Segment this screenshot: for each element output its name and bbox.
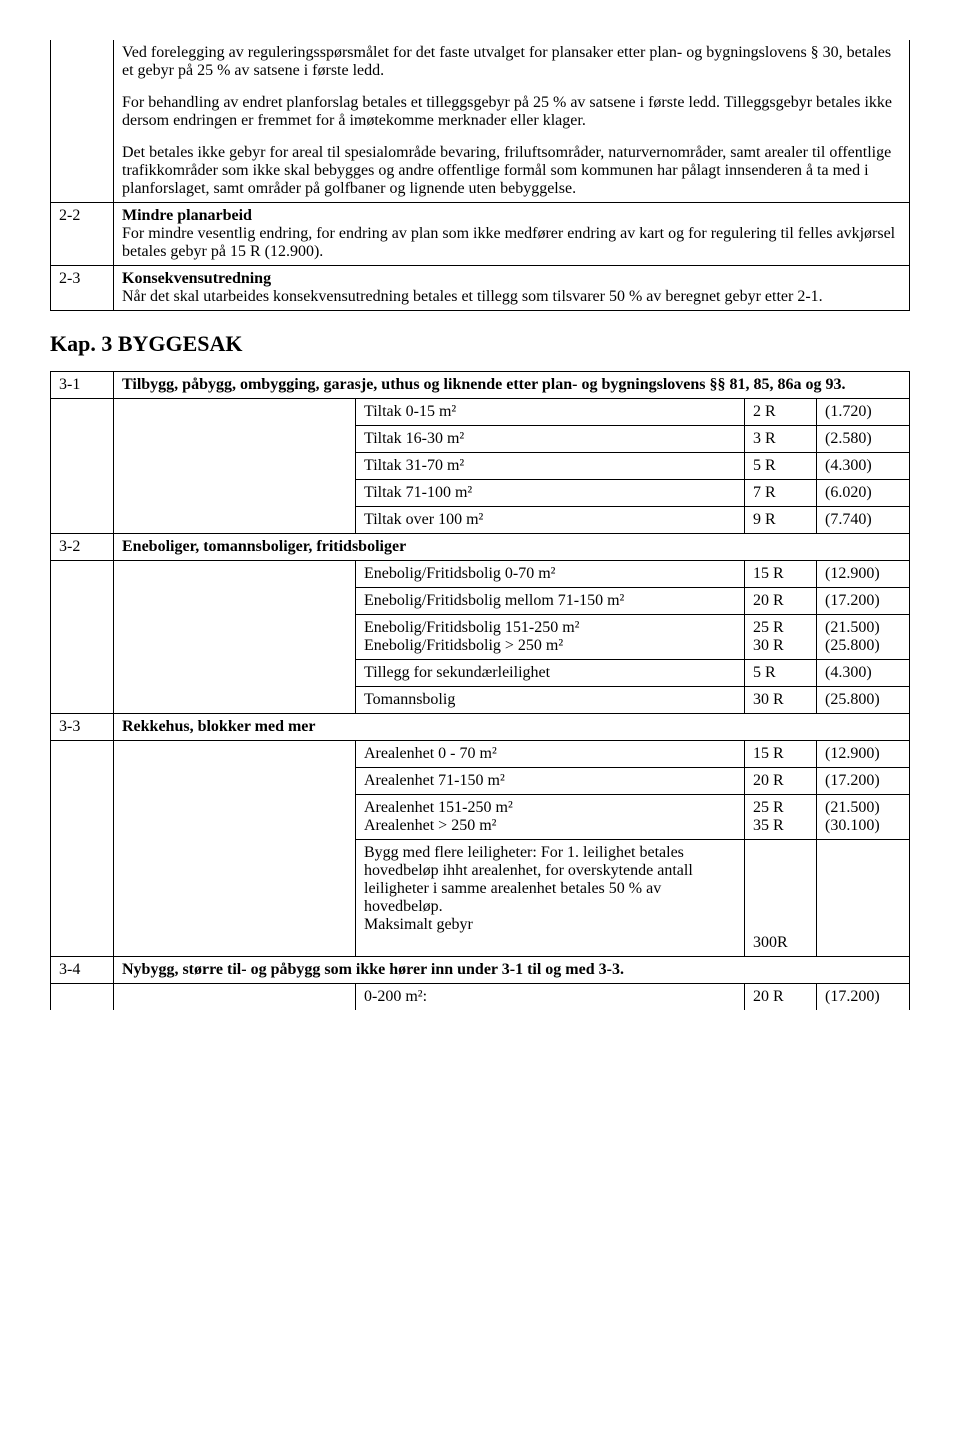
item-v: (12.900) <box>817 741 910 768</box>
row-text-2-3: Når det skal utarbeides konsekvensutredn… <box>122 288 823 305</box>
item-v: (4.300) <box>817 660 910 687</box>
section-title: Eneboliger, tomannsboliger, fritidsbolig… <box>114 534 910 561</box>
item-v: (12.900) <box>817 561 910 588</box>
item-label: Tomannsbolig <box>356 687 745 714</box>
empty-cell <box>51 480 114 507</box>
item-label: Arealenhet 151-250 m² Arealenhet > 250 m… <box>356 795 745 840</box>
empty-cell <box>51 588 114 615</box>
intro-cell: Ved forelegging av reguleringsspørsmålet… <box>114 40 910 203</box>
section-title: Rekkehus, blokker med mer <box>114 714 910 741</box>
item-label: Enebolig/Fritidsbolig mellom 71-150 m² <box>356 588 745 615</box>
kap3-heading: Kap. 3 BYGGESAK <box>50 331 910 357</box>
row-num-2-3: 2-3 <box>51 266 114 311</box>
empty-cell <box>114 615 356 660</box>
item-r: 5 R <box>745 453 817 480</box>
row-title-2-2: Mindre planarbeid <box>122 207 252 224</box>
item-v: (7.740) <box>817 507 910 534</box>
empty-cell <box>114 561 356 588</box>
section-title: Tilbygg, påbygg, ombygging, garasje, uth… <box>114 372 910 399</box>
empty-cell <box>51 768 114 795</box>
empty-cell <box>114 660 356 687</box>
intro-p3: Det betales ikke gebyr for areal til spe… <box>122 144 901 198</box>
item-r: 7 R <box>745 480 817 507</box>
item-r: 30 R <box>745 687 817 714</box>
item-v: (17.200) <box>817 984 910 1011</box>
item-v: (4.300) <box>817 453 910 480</box>
empty-cell <box>51 984 114 1011</box>
item-r: 300R <box>745 840 817 957</box>
item-r: 20 R <box>745 984 817 1011</box>
item-r: 3 R <box>745 426 817 453</box>
empty-cell <box>51 40 114 203</box>
item-label: Enebolig/Fritidsbolig 151-250 m² Eneboli… <box>356 615 745 660</box>
empty-cell <box>114 840 356 957</box>
item-r: 20 R <box>745 768 817 795</box>
row-body-2-2: Mindre planarbeid For mindre vesentlig e… <box>114 203 910 266</box>
item-label: Tiltak 71-100 m² <box>356 480 745 507</box>
item-r: 2 R <box>745 399 817 426</box>
row-num-2-2: 2-2 <box>51 203 114 266</box>
item-v: (25.800) <box>817 687 910 714</box>
empty-cell <box>51 795 114 840</box>
item-v <box>817 840 910 957</box>
section-num: 3-2 <box>51 534 114 561</box>
empty-cell <box>114 687 356 714</box>
empty-cell <box>51 840 114 957</box>
empty-cell <box>51 615 114 660</box>
item-v: (21.500) (25.800) <box>817 615 910 660</box>
empty-cell <box>114 426 356 453</box>
row-text-2-2: For mindre vesentlig endring, for endrin… <box>122 225 895 260</box>
empty-cell <box>114 795 356 840</box>
empty-cell <box>114 588 356 615</box>
empty-cell <box>51 660 114 687</box>
item-v: (1.720) <box>817 399 910 426</box>
item-v: (17.200) <box>817 768 910 795</box>
item-r: 25 R 30 R <box>745 615 817 660</box>
empty-cell <box>51 741 114 768</box>
empty-cell <box>51 507 114 534</box>
table-planarbeid: Ved forelegging av reguleringsspørsmålet… <box>50 40 910 311</box>
item-label: Arealenhet 71-150 m² <box>356 768 745 795</box>
empty-cell <box>114 480 356 507</box>
empty-cell <box>114 453 356 480</box>
item-label: Tillegg for sekundærleilighet <box>356 660 745 687</box>
item-label: Arealenhet 0 - 70 m² <box>356 741 745 768</box>
item-v: (21.500) (30.100) <box>817 795 910 840</box>
item-label: Tiltak 0-15 m² <box>356 399 745 426</box>
section-title: Nybygg, større til- og påbygg som ikke h… <box>114 957 910 984</box>
item-label: Enebolig/Fritidsbolig 0-70 m² <box>356 561 745 588</box>
empty-cell <box>114 399 356 426</box>
empty-cell <box>51 561 114 588</box>
empty-cell <box>51 426 114 453</box>
item-label: Bygg med flere leiligheter: For 1. leili… <box>356 840 745 957</box>
item-label: 0-200 m²: <box>356 984 745 1011</box>
row-title-2-3: Konsekvensutredning <box>122 270 271 287</box>
item-r: 15 R <box>745 741 817 768</box>
item-label: Tiltak 31-70 m² <box>356 453 745 480</box>
section-num: 3-3 <box>51 714 114 741</box>
empty-cell <box>114 741 356 768</box>
empty-cell <box>114 984 356 1011</box>
item-v: (6.020) <box>817 480 910 507</box>
empty-cell <box>114 768 356 795</box>
empty-cell <box>51 399 114 426</box>
item-r: 15 R <box>745 561 817 588</box>
intro-p1: Ved forelegging av reguleringsspørsmålet… <box>122 44 901 80</box>
item-v: (17.200) <box>817 588 910 615</box>
item-label: Tiltak 16-30 m² <box>356 426 745 453</box>
intro-p2: For behandling av endret planforslag bet… <box>122 94 901 130</box>
item-r: 20 R <box>745 588 817 615</box>
item-r: 9 R <box>745 507 817 534</box>
section-num: 3-1 <box>51 372 114 399</box>
item-v: (2.580) <box>817 426 910 453</box>
empty-cell <box>114 507 356 534</box>
table-byggesak: 3-1Tilbygg, påbygg, ombygging, garasje, … <box>50 371 910 1010</box>
item-r: 25 R 35 R <box>745 795 817 840</box>
item-r: 5 R <box>745 660 817 687</box>
section-num: 3-4 <box>51 957 114 984</box>
empty-cell <box>51 453 114 480</box>
row-body-2-3: Konsekvensutredning Når det skal utarbei… <box>114 266 910 311</box>
item-label: Tiltak over 100 m² <box>356 507 745 534</box>
empty-cell <box>51 687 114 714</box>
